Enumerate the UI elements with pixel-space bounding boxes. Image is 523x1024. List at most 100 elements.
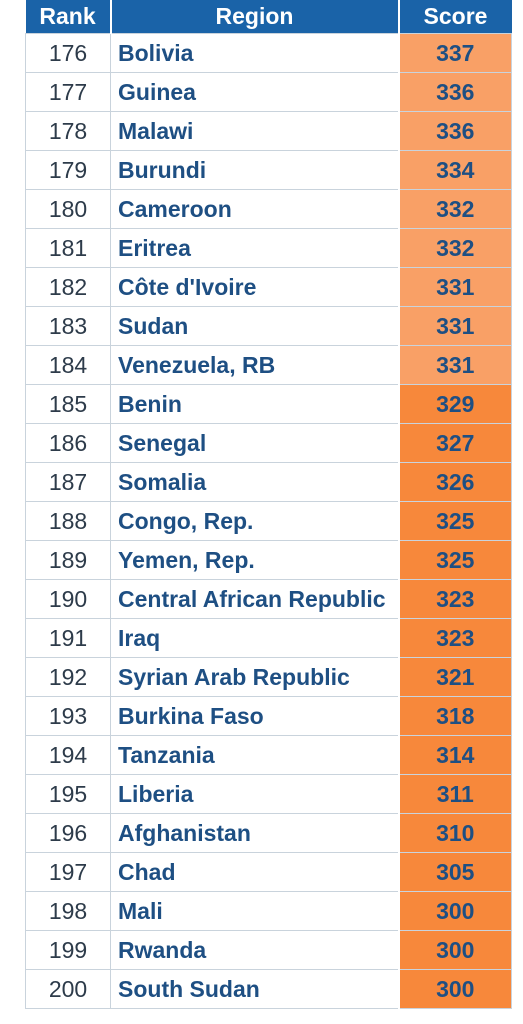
- table-row: 187 Somalia 326: [25, 462, 512, 502]
- rank-cell: 185: [25, 384, 111, 424]
- region-cell: Benin: [110, 384, 399, 424]
- table-row: 177 Guinea 336: [25, 72, 512, 112]
- score-cell: 314: [397, 735, 512, 775]
- table-row: 200 South Sudan 300: [25, 969, 512, 1009]
- table-row: 184 Venezuela, RB 331: [25, 345, 512, 385]
- region-cell: Mali: [110, 891, 399, 931]
- table-row: 199 Rwanda 300: [25, 930, 512, 970]
- table-row: 182 Côte d'Ivoire 331: [25, 267, 512, 307]
- score-cell: 318: [397, 696, 512, 736]
- table-row: 181 Eritrea 332: [25, 228, 512, 268]
- score-cell: 305: [397, 852, 512, 892]
- score-cell: 332: [397, 228, 512, 268]
- score-cell: 336: [397, 72, 512, 112]
- header-row: Rank Region Score: [25, 0, 512, 34]
- table-row: 198 Mali 300: [25, 891, 512, 931]
- region-cell: Liberia: [110, 774, 399, 814]
- score-cell: 337: [397, 33, 512, 73]
- table-row: 197 Chad 305: [25, 852, 512, 892]
- region-cell: Bolivia: [110, 33, 399, 73]
- rank-cell: 199: [25, 930, 111, 970]
- rank-cell: 180: [25, 189, 111, 229]
- rank-cell: 190: [25, 579, 111, 619]
- rank-cell: 188: [25, 501, 111, 541]
- region-cell: Afghanistan: [110, 813, 399, 853]
- region-cell: Tanzania: [110, 735, 399, 775]
- region-cell: Central African Republic: [110, 579, 399, 619]
- region-cell: Eritrea: [110, 228, 399, 268]
- column-header-rank[interactable]: Rank: [25, 0, 112, 34]
- rank-cell: 192: [25, 657, 111, 697]
- rank-cell: 183: [25, 306, 111, 346]
- score-cell: 336: [397, 111, 512, 151]
- region-cell: Guinea: [110, 72, 399, 112]
- score-cell: 334: [397, 150, 512, 190]
- score-cell: 326: [397, 462, 512, 502]
- table-row: 185 Benin 329: [25, 384, 512, 424]
- table-row: 188 Congo, Rep. 325: [25, 501, 512, 541]
- region-cell: Iraq: [110, 618, 399, 658]
- region-cell: Congo, Rep.: [110, 501, 399, 541]
- region-cell: Burundi: [110, 150, 399, 190]
- rank-cell: 182: [25, 267, 111, 307]
- table-row: 192 Syrian Arab Republic 321: [25, 657, 512, 697]
- score-cell: 331: [397, 267, 512, 307]
- region-cell: Yemen, Rep.: [110, 540, 399, 580]
- table-row: 183 Sudan 331: [25, 306, 512, 346]
- region-cell: Senegal: [110, 423, 399, 463]
- rank-cell: 181: [25, 228, 111, 268]
- table-row: 190 Central African Republic 323: [25, 579, 512, 619]
- rank-cell: 196: [25, 813, 111, 853]
- region-cell: Burkina Faso: [110, 696, 399, 736]
- table-header: Rank Region Score: [25, 0, 512, 34]
- rank-cell: 179: [25, 150, 111, 190]
- rank-cell: 176: [25, 33, 111, 73]
- table-row: 176 Bolivia 337: [25, 33, 512, 73]
- table-row: 178 Malawi 336: [25, 111, 512, 151]
- region-cell: Côte d'Ivoire: [110, 267, 399, 307]
- table-row: 186 Senegal 327: [25, 423, 512, 463]
- region-cell: Cameroon: [110, 189, 399, 229]
- rank-cell: 193: [25, 696, 111, 736]
- score-cell: 325: [397, 540, 512, 580]
- table-row: 195 Liberia 311: [25, 774, 512, 814]
- region-cell: Sudan: [110, 306, 399, 346]
- ranking-table: Rank Region Score 176 Bolivia 337 177 Guinea…: [25, 0, 512, 1009]
- score-cell: 331: [397, 306, 512, 346]
- score-cell: 332: [397, 189, 512, 229]
- table-row: 180 Cameroon 332: [25, 189, 512, 229]
- score-cell: 300: [397, 969, 512, 1009]
- score-cell: 329: [397, 384, 512, 424]
- rank-cell: 184: [25, 345, 111, 385]
- column-header-region[interactable]: Region: [110, 0, 400, 34]
- region-cell: Chad: [110, 852, 399, 892]
- rank-cell: 200: [25, 969, 111, 1009]
- region-cell: Somalia: [110, 462, 399, 502]
- table-row: 193 Burkina Faso 318: [25, 696, 512, 736]
- rank-cell: 189: [25, 540, 111, 580]
- region-cell: Rwanda: [110, 930, 399, 970]
- score-cell: 327: [397, 423, 512, 463]
- table-row: 179 Burundi 334: [25, 150, 512, 190]
- rank-cell: 191: [25, 618, 111, 658]
- ranking-table-container: Rank Region Score 176 Bolivia 337 177 Guinea…: [25, 0, 512, 1009]
- region-cell: South Sudan: [110, 969, 399, 1009]
- table-row: 194 Tanzania 314: [25, 735, 512, 775]
- rank-cell: 194: [25, 735, 111, 775]
- table-row: 191 Iraq 323: [25, 618, 512, 658]
- score-cell: 300: [397, 930, 512, 970]
- column-header-score[interactable]: Score: [398, 0, 512, 34]
- score-cell: 323: [397, 618, 512, 658]
- score-cell: 321: [397, 657, 512, 697]
- rank-cell: 177: [25, 72, 111, 112]
- rank-cell: 198: [25, 891, 111, 931]
- score-cell: 300: [397, 891, 512, 931]
- rank-cell: 187: [25, 462, 111, 502]
- rank-cell: 197: [25, 852, 111, 892]
- score-cell: 323: [397, 579, 512, 619]
- region-cell: Malawi: [110, 111, 399, 151]
- score-cell: 325: [397, 501, 512, 541]
- table-row: 189 Yemen, Rep. 325: [25, 540, 512, 580]
- region-cell: Venezuela, RB: [110, 345, 399, 385]
- score-cell: 331: [397, 345, 512, 385]
